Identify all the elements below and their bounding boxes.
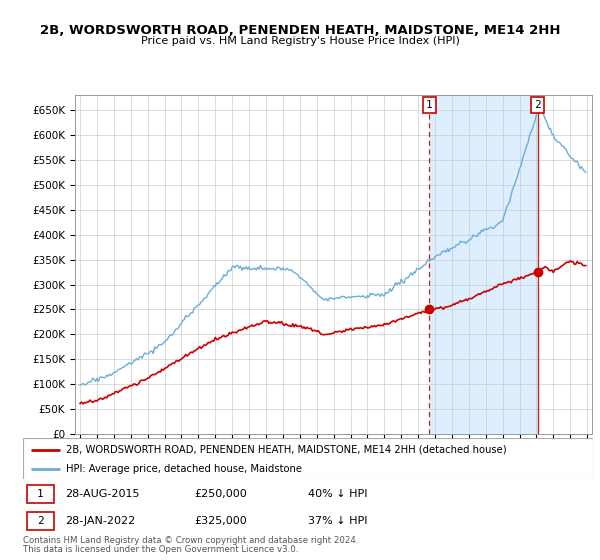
Text: This data is licensed under the Open Government Licence v3.0.: This data is licensed under the Open Gov… <box>23 545 298 554</box>
Text: HPI: Average price, detached house, Maidstone: HPI: Average price, detached house, Maid… <box>65 464 302 474</box>
Text: 2B, WORDSWORTH ROAD, PENENDEN HEATH, MAIDSTONE, ME14 2HH (detached house): 2B, WORDSWORTH ROAD, PENENDEN HEATH, MAI… <box>65 445 506 455</box>
FancyBboxPatch shape <box>27 485 54 503</box>
FancyBboxPatch shape <box>23 438 593 479</box>
FancyBboxPatch shape <box>27 512 54 530</box>
Text: 2: 2 <box>535 100 541 110</box>
Text: £250,000: £250,000 <box>194 489 247 499</box>
Bar <box>430 95 538 434</box>
Text: 1: 1 <box>426 100 433 110</box>
Text: Contains HM Land Registry data © Crown copyright and database right 2024.: Contains HM Land Registry data © Crown c… <box>23 536 358 545</box>
Text: 1: 1 <box>37 489 44 499</box>
Text: 28-AUG-2015: 28-AUG-2015 <box>65 489 140 499</box>
Text: 28-JAN-2022: 28-JAN-2022 <box>65 516 136 526</box>
Text: 2: 2 <box>37 516 44 526</box>
Text: 40% ↓ HPI: 40% ↓ HPI <box>308 489 367 499</box>
Text: £325,000: £325,000 <box>194 516 247 526</box>
Text: 2B, WORDSWORTH ROAD, PENENDEN HEATH, MAIDSTONE, ME14 2HH: 2B, WORDSWORTH ROAD, PENENDEN HEATH, MAI… <box>40 24 560 36</box>
Text: 37% ↓ HPI: 37% ↓ HPI <box>308 516 367 526</box>
Text: Price paid vs. HM Land Registry's House Price Index (HPI): Price paid vs. HM Land Registry's House … <box>140 36 460 46</box>
